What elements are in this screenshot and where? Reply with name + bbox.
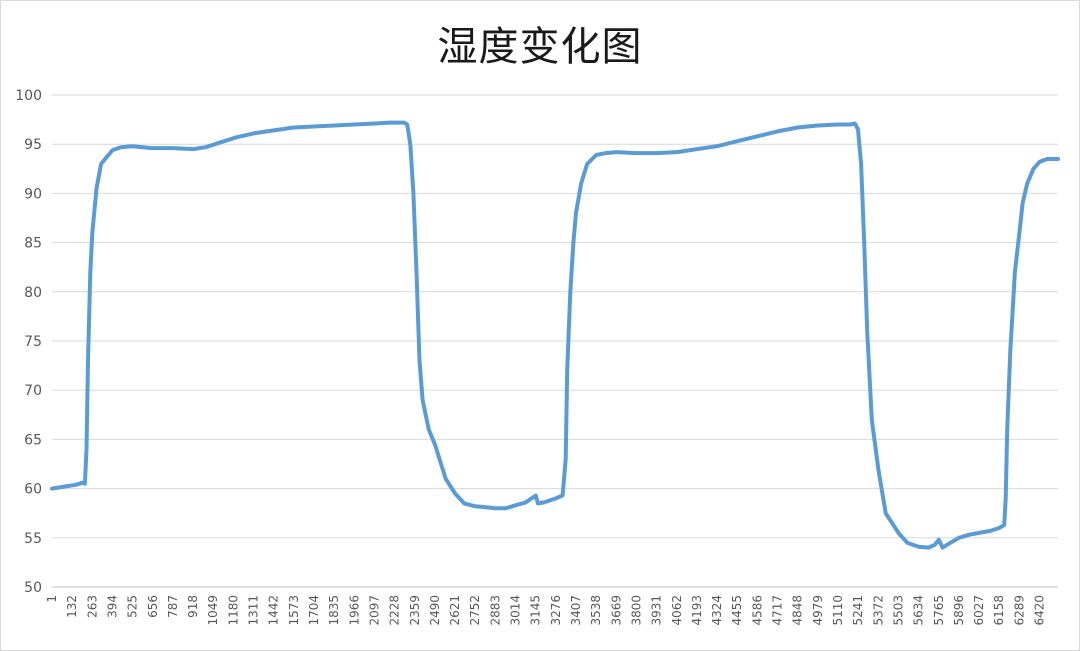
x-tick-label: 1704	[307, 595, 321, 626]
x-tick-label: 656	[146, 595, 160, 618]
x-tick-label: 1311	[247, 595, 261, 626]
x-tick-label: 2752	[468, 595, 482, 626]
x-tick-label: 1442	[267, 595, 281, 626]
grid-layer	[52, 94, 1058, 588]
x-tick-label: 5110	[831, 595, 845, 626]
x-tick-label: 1835	[327, 595, 341, 626]
x-tick-label: 3014	[509, 595, 523, 626]
x-tick-label: 3931	[650, 595, 664, 626]
x-tick-label: 787	[166, 595, 180, 618]
y-tick-label: 95	[24, 137, 42, 153]
x-tick-label: 525	[126, 595, 140, 618]
x-tick-label: 6420	[1033, 595, 1047, 626]
x-tick-label: 1573	[287, 595, 301, 626]
x-tick-label: 2621	[448, 595, 462, 626]
x-tick-label: 5241	[851, 595, 865, 626]
x-tick-label: 5765	[932, 595, 946, 626]
x-tick-label: 394	[105, 595, 119, 618]
x-tick-label: 5896	[952, 595, 966, 626]
x-tick-label: 2228	[388, 595, 402, 626]
x-tick-label: 1049	[206, 595, 220, 626]
x-tick-label: 2097	[367, 595, 381, 626]
y-tick-label: 75	[24, 334, 42, 350]
y-tick-label: 70	[24, 383, 42, 399]
x-tick-label: 5634	[912, 595, 926, 626]
x-tick-label: 1	[45, 595, 59, 603]
x-tick-label: 3538	[589, 595, 603, 626]
chart-title: 湿度变化图	[437, 24, 643, 70]
x-tick-label: 3407	[569, 595, 583, 626]
y-tick-label: 80	[24, 285, 42, 301]
x-tick-label: 2490	[428, 595, 442, 626]
y-tick-label: 65	[24, 432, 42, 448]
x-axis-ticks: 1 132 263 394 525 656 787 918 1049 1180 1311 1442 15…	[45, 595, 1047, 626]
x-tick-label: 5372	[871, 595, 885, 626]
x-tick-label: 1180	[226, 595, 240, 626]
x-tick-label: 2883	[488, 595, 502, 626]
x-tick-label: 1966	[347, 595, 361, 626]
x-tick-label: 4979	[811, 595, 825, 626]
y-tick-label: 90	[24, 186, 42, 202]
x-tick-label: 3276	[549, 595, 563, 626]
y-tick-label: 60	[24, 482, 42, 498]
y-tick-label: 100	[15, 88, 42, 104]
x-tick-label: 4193	[690, 595, 704, 626]
x-tick-label: 4324	[710, 595, 724, 626]
series-layer	[50, 120, 1060, 550]
x-tick-label: 4455	[730, 595, 744, 626]
x-tick-label: 3800	[629, 595, 643, 626]
x-tick-label: 4062	[670, 595, 684, 626]
x-tick-label: 132	[65, 595, 79, 618]
x-tick-label: 4717	[771, 595, 785, 626]
x-tick-label: 6289	[1012, 595, 1026, 626]
x-tick-label: 918	[186, 595, 200, 618]
x-tick-label: 4848	[791, 595, 805, 626]
y-axis-ticks: 50 55 60 65 70 75 80 85 90 95 100	[15, 88, 42, 596]
x-tick-label: 6027	[972, 595, 986, 626]
x-tick-label: 3145	[529, 595, 543, 626]
x-tick-label: 5503	[891, 595, 905, 626]
x-tick-label: 6158	[992, 595, 1006, 626]
x-tick-label: 263	[85, 595, 99, 618]
x-tick-label: 3669	[609, 595, 623, 626]
series-line-humidity	[50, 120, 1060, 550]
y-tick-label: 55	[24, 531, 42, 547]
x-tick-label: 4586	[750, 595, 764, 626]
y-tick-label: 85	[24, 236, 42, 252]
y-tick-label: 50	[24, 580, 42, 596]
x-tick-label: 2359	[408, 595, 422, 626]
